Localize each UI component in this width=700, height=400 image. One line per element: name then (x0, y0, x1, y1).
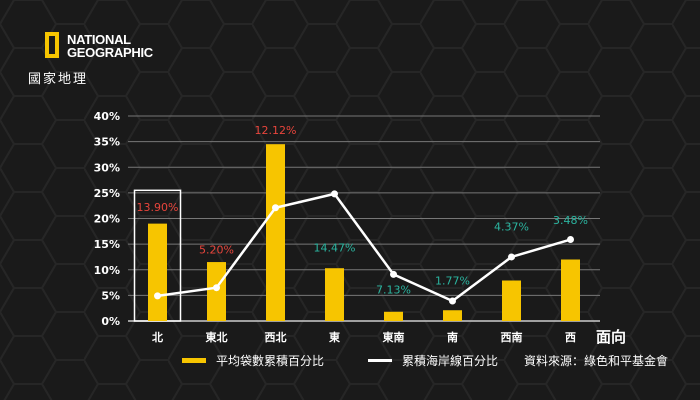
data-label: 7.13% (376, 283, 411, 296)
line-point (449, 297, 456, 305)
y-tick-label: 40% (94, 110, 120, 123)
data-label: 13.90% (137, 201, 179, 214)
bar (384, 311, 403, 321)
legend-item-bags: 平均袋數累積百分比 (182, 352, 324, 369)
x-tick-label: 東北 (206, 330, 228, 344)
data-label: 14.47% (314, 241, 356, 254)
data-label: 5.20% (199, 243, 234, 256)
line-point (272, 204, 279, 212)
bar (443, 310, 462, 321)
y-tick-label: 0% (101, 315, 120, 328)
bar (561, 259, 580, 321)
x-tick-label: 北 (152, 330, 163, 344)
legend-label-coastline: 累積海岸線百分比 (402, 354, 499, 368)
legend-bar-swatch (182, 358, 206, 363)
data-label: 12.12% (255, 124, 297, 137)
line-point (213, 284, 220, 292)
logo-subtitle: 國家地理 (28, 72, 89, 87)
y-tick-label: 5% (101, 289, 120, 302)
line-point (390, 270, 397, 278)
data-source-note: 資料來源：綠色和平基金會 (524, 354, 669, 368)
logo-line-1: NATIONAL (67, 32, 131, 47)
line-point (567, 236, 574, 244)
logo-wordmark: NATIONAL GEOGRAPHIC (67, 33, 153, 59)
line-point (331, 190, 338, 198)
bar (502, 280, 521, 321)
x-tick-label: 西南 (501, 330, 523, 344)
y-tick-label: 15% (94, 238, 120, 251)
y-tick-label: 25% (94, 187, 120, 200)
x-tick-label: 東南 (383, 330, 405, 344)
y-tick-label: 10% (94, 264, 120, 277)
bar (207, 262, 226, 321)
bar (148, 223, 167, 321)
data-label: 1.77% (435, 275, 470, 288)
y-tick-label: 35% (94, 136, 120, 149)
bar (325, 268, 344, 321)
x-tick-label: 西 (565, 331, 576, 344)
line-point (154, 292, 161, 300)
logo-yellow-border-icon (45, 32, 59, 58)
logo-line-2: GEOGRAPHIC (67, 45, 153, 60)
legend-item-coastline: 累積海岸線百分比 (368, 352, 498, 369)
y-tick-label: 20% (94, 213, 120, 226)
bar (266, 144, 285, 321)
x-tick-label: 東 (329, 330, 341, 344)
legend-label-bags: 平均袋數累積百分比 (216, 354, 325, 368)
line-point (508, 253, 515, 261)
x-axis-title: 面向 (596, 328, 626, 346)
x-tick-label: 西北 (265, 330, 287, 344)
data-label: 3.48% (553, 214, 588, 227)
y-tick-label: 30% (94, 161, 120, 174)
data-label: 4.37% (494, 220, 529, 233)
series-line (157, 192, 571, 303)
x-tick-label: 南 (447, 330, 458, 344)
legend-line-swatch (368, 359, 392, 362)
